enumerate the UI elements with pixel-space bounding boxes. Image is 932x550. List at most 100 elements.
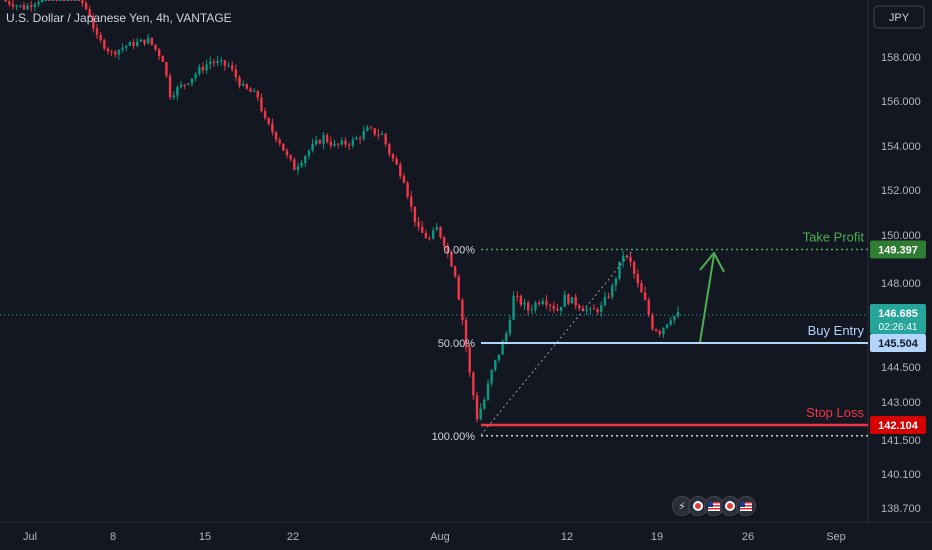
candle-body xyxy=(55,0,59,1)
time-tick-label: 8 xyxy=(110,531,116,543)
time-tick-label: Jul xyxy=(23,531,37,543)
candle-body xyxy=(585,309,588,311)
candle-body xyxy=(227,65,230,67)
candle-body xyxy=(530,309,534,311)
candle-body xyxy=(413,206,417,222)
candle-body xyxy=(15,5,18,7)
us-flag-icon[interactable] xyxy=(736,496,756,516)
candle-body xyxy=(161,55,164,62)
candle-body xyxy=(410,196,413,207)
stop-loss-badge-bg xyxy=(870,416,926,434)
candle-body xyxy=(329,141,333,146)
candle-body xyxy=(44,0,48,1)
candle-body xyxy=(453,266,457,277)
candle-body xyxy=(508,319,512,334)
price-tick-label: 138.700 xyxy=(881,503,921,515)
candle-body xyxy=(537,302,541,305)
candle-body xyxy=(347,144,351,146)
price-tick-label: 156.000 xyxy=(881,96,921,108)
candle-body xyxy=(402,176,406,183)
candle-body xyxy=(479,408,482,420)
price-tick-label: 140.100 xyxy=(881,469,921,481)
candle-body xyxy=(311,144,314,151)
candle-body xyxy=(512,295,515,320)
candle-body xyxy=(362,131,365,139)
candle-body xyxy=(501,341,504,355)
candle-body xyxy=(117,49,121,55)
candle-body xyxy=(395,158,398,165)
candle-body xyxy=(673,315,676,321)
candle-body xyxy=(461,299,464,321)
candle-body xyxy=(300,162,303,167)
candle-body xyxy=(475,395,479,420)
candle-body xyxy=(296,166,300,171)
time-tick-label: 15 xyxy=(199,531,211,543)
candle-body xyxy=(190,78,194,84)
candle-body xyxy=(486,383,490,400)
candle-body xyxy=(545,301,548,305)
candle-body xyxy=(8,1,11,5)
last-price-badge: 146.685 xyxy=(878,308,918,320)
candle-body xyxy=(103,40,106,49)
candle-body xyxy=(99,34,102,41)
candle-body xyxy=(651,314,654,330)
currency-badge-bg[interactable] xyxy=(873,5,925,29)
candle-body xyxy=(607,296,610,298)
candle-body xyxy=(19,5,22,7)
candle-body xyxy=(377,134,380,136)
candle-body xyxy=(139,39,143,42)
candle-body xyxy=(37,2,40,5)
candle-body xyxy=(267,118,270,124)
candle-body xyxy=(121,47,124,50)
projection-arrow xyxy=(699,254,715,343)
candle-body xyxy=(574,297,577,306)
events-bar[interactable]: ⚡ xyxy=(672,496,756,516)
candle-body xyxy=(146,37,150,44)
candle-body xyxy=(603,296,607,306)
candle-body xyxy=(73,0,77,1)
candle-body xyxy=(212,61,216,63)
candle-body xyxy=(315,140,318,145)
candle-body xyxy=(592,308,596,310)
candle-body xyxy=(187,83,190,85)
candle-body xyxy=(570,297,574,304)
candle-body xyxy=(625,255,629,257)
candle-body xyxy=(304,155,307,163)
candle-body xyxy=(632,262,636,275)
candle-body xyxy=(128,42,132,46)
candle-body xyxy=(92,16,95,29)
time-tick-label: 12 xyxy=(561,531,573,543)
candle-body xyxy=(245,84,249,89)
candle-body xyxy=(483,399,486,409)
candle-body xyxy=(172,95,175,98)
candle-body xyxy=(136,41,139,46)
candle-body xyxy=(256,90,259,98)
jp-flag-icon[interactable] xyxy=(688,496,708,516)
candle-body xyxy=(665,324,669,328)
candle-body xyxy=(223,60,227,66)
time-tick-label: Aug xyxy=(430,531,450,543)
candle-body xyxy=(472,372,475,396)
candle-body xyxy=(640,283,643,293)
candle-body xyxy=(505,333,508,342)
candle-body xyxy=(194,73,197,79)
candle-body xyxy=(168,75,172,98)
candle-body xyxy=(373,128,376,135)
candle-body xyxy=(464,320,468,348)
candle-body xyxy=(417,221,420,227)
candle-body xyxy=(388,144,391,155)
candle-body xyxy=(519,296,523,305)
candle-body xyxy=(457,276,460,300)
candle-body xyxy=(216,60,219,63)
time-tick-label: 22 xyxy=(287,531,299,543)
candle-body xyxy=(333,143,336,146)
candle-body xyxy=(40,0,44,3)
candle-body xyxy=(81,0,84,3)
candle-body xyxy=(421,226,424,233)
candle-body xyxy=(22,5,26,10)
candle-body xyxy=(48,0,51,1)
candle-body xyxy=(88,9,91,17)
candle-body xyxy=(621,255,625,262)
candle-body xyxy=(548,304,552,306)
